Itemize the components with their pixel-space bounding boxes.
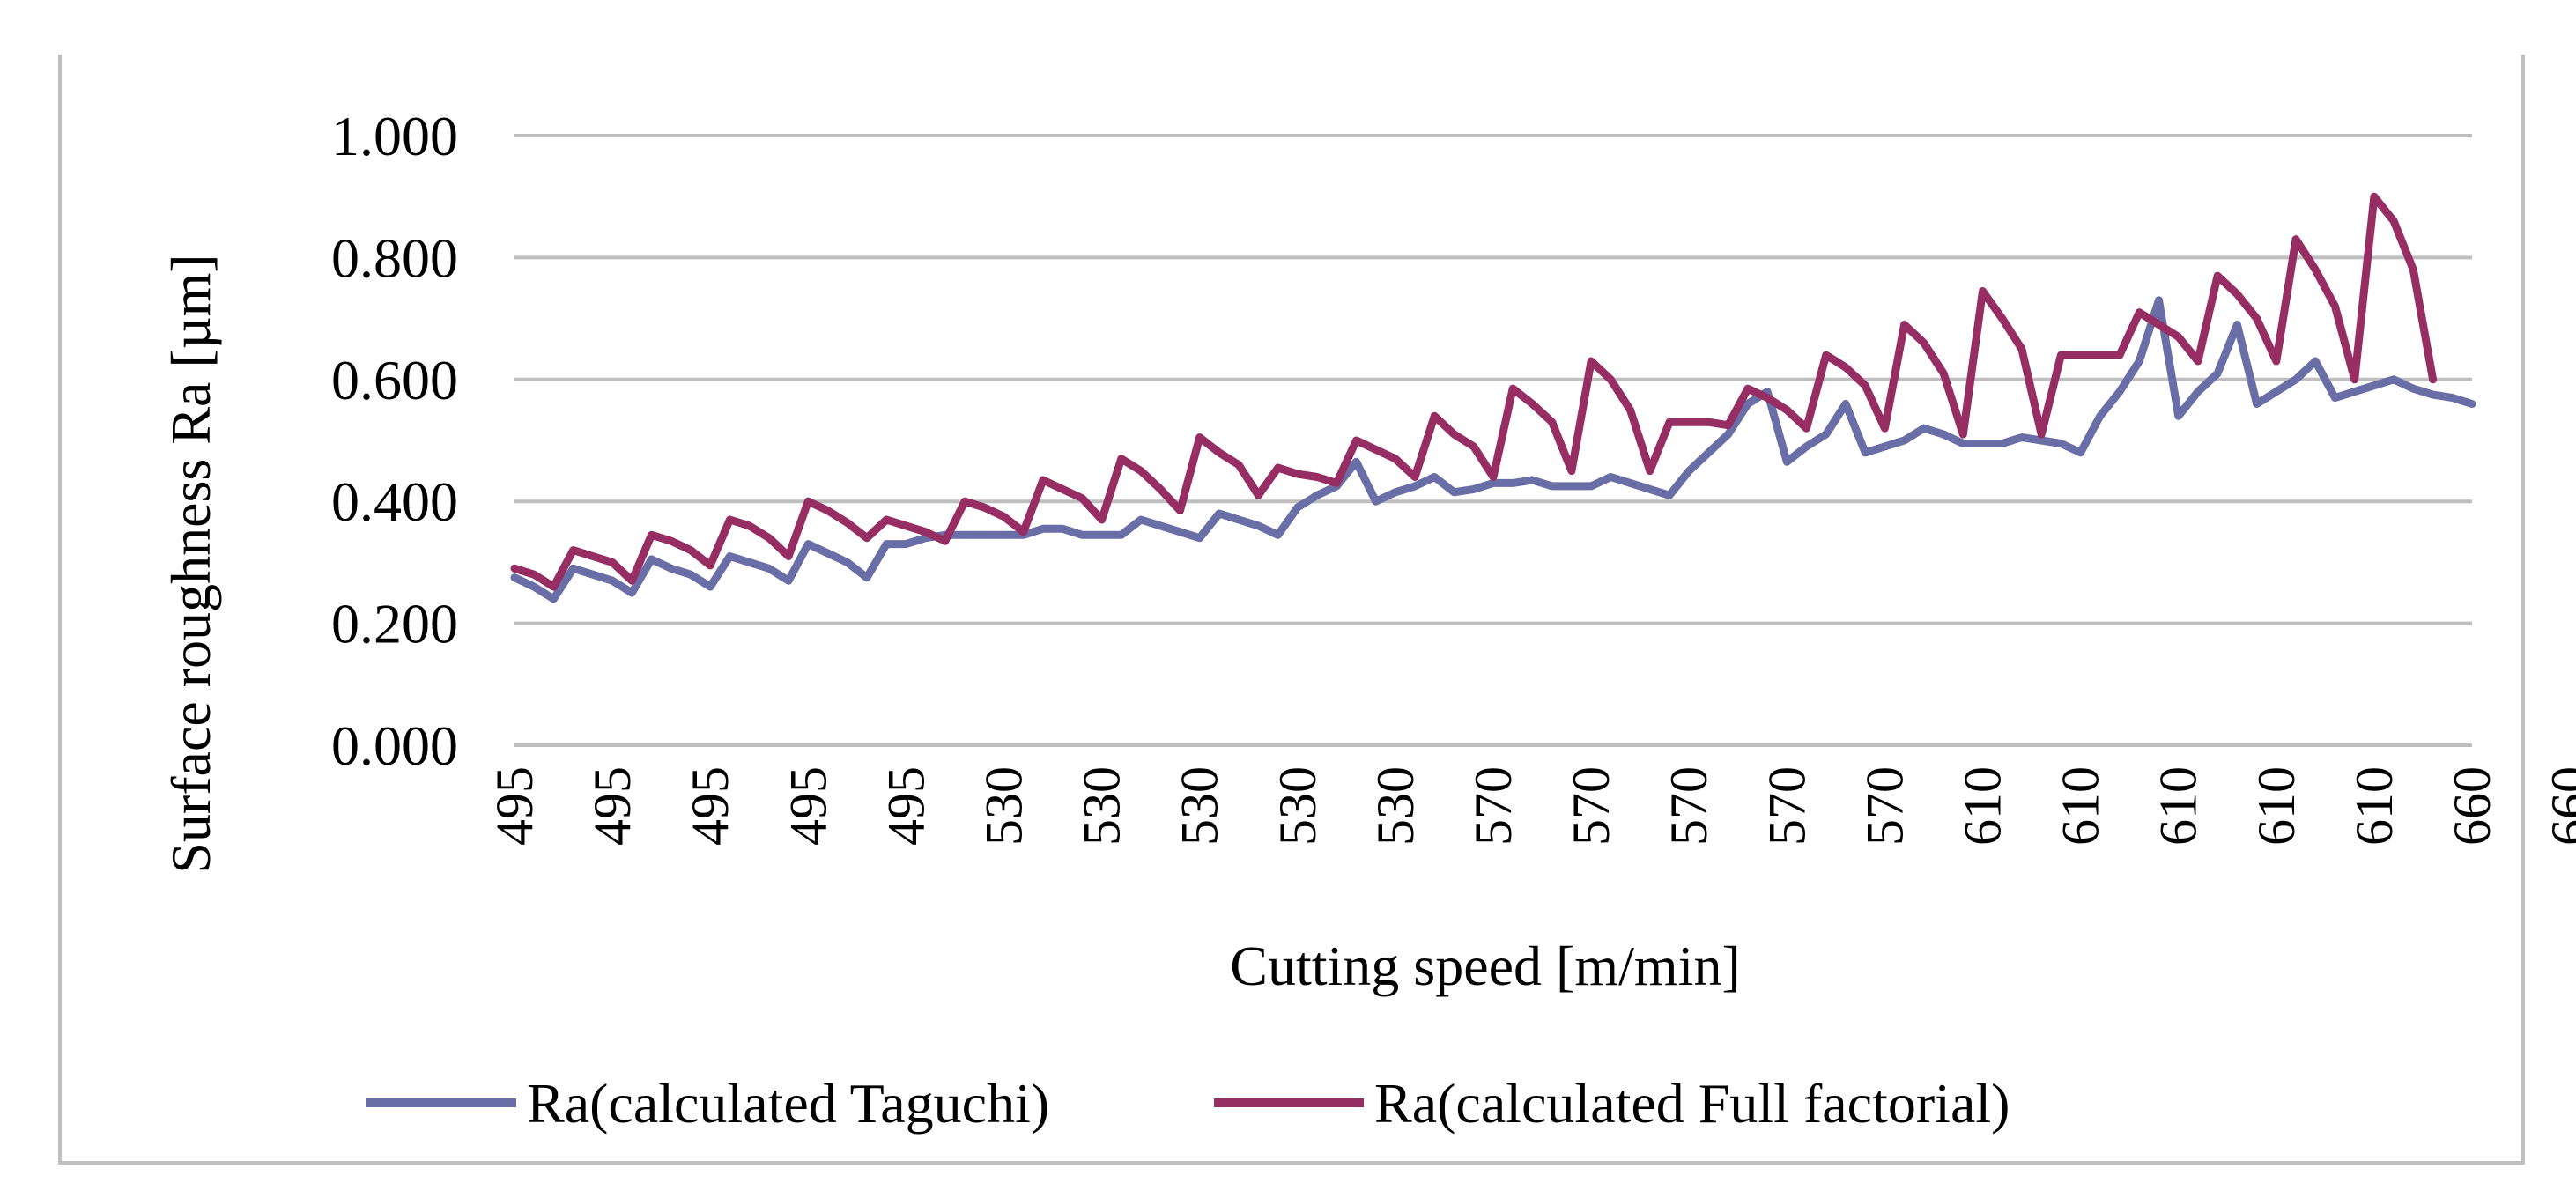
legend-label-1: Ra(calculated Taguchi)	[527, 1072, 1049, 1135]
x-tick-label: 570	[1855, 766, 1913, 846]
x-tick-label: 570	[1464, 766, 1522, 846]
x-tick-label: 570	[1758, 766, 1816, 846]
x-tick-label: 660	[2541, 766, 2576, 846]
y-tick-labels: 0.000 0.200 0.400 0.600 0.800 1.000	[331, 105, 458, 777]
x-tick-label: 495	[779, 766, 837, 846]
gridlines	[514, 134, 2472, 747]
legend-label-2: Ra(calculated Full factorial)	[1374, 1072, 2010, 1135]
series-line-1	[510, 296, 2476, 603]
chart-frame	[58, 55, 2525, 1165]
x-tick-label: 570	[1562, 766, 1620, 846]
x-tick-label: 660	[2443, 766, 2501, 846]
x-tick-label: 495	[485, 766, 544, 846]
x-tick-label: 610	[2052, 766, 2110, 846]
x-tick-label: 610	[2345, 766, 2403, 846]
y-tick-label: 0.800	[331, 226, 458, 289]
series-line-2	[510, 192, 2438, 591]
x-tick-label: 610	[2150, 766, 2208, 846]
y-tick-label: 0.200	[331, 593, 458, 655]
x-tick-label: 530	[1073, 766, 1131, 846]
x-tick-labels: 495 495 495 495 495 530 530 530 530 530 570 570 570 5…	[485, 766, 2576, 846]
y-tick-label: 1.000	[331, 105, 458, 167]
x-tick-label: 495	[583, 766, 641, 846]
legend: Ra(calculated Taguchi) Ra(calculated Full…	[366, 1072, 2010, 1135]
x-axis-title: Cutting speed [m/min]	[1230, 935, 1741, 997]
x-tick-label: 495	[681, 766, 739, 846]
x-tick-label: 530	[1269, 766, 1327, 846]
x-tick-label: 570	[1660, 766, 1718, 846]
y-tick-label: 0.000	[331, 714, 458, 777]
y-tick-label: 0.600	[331, 349, 458, 411]
x-tick-label: 610	[1954, 766, 2012, 846]
x-tick-label: 610	[2247, 766, 2306, 846]
x-tick-label: 530	[1366, 766, 1425, 846]
x-tick-label: 530	[1171, 766, 1229, 846]
x-tick-label: 495	[877, 766, 935, 846]
x-tick-label: 530	[975, 766, 1033, 846]
y-axis-title: Surface roughness Ra [µm]	[159, 254, 222, 873]
series-lines	[510, 192, 2476, 603]
y-tick-label: 0.400	[331, 470, 458, 533]
